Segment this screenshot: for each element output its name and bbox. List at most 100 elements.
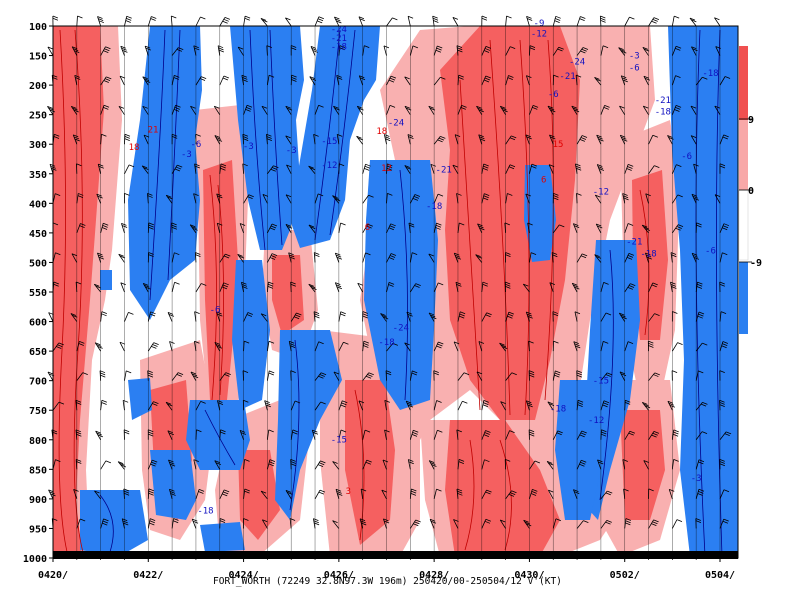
wind-barb bbox=[695, 518, 702, 529]
wind-barb bbox=[76, 341, 85, 352]
wind-barb bbox=[142, 105, 149, 115]
contour-neg-11 bbox=[289, 339, 300, 511]
contour-pos-1 bbox=[58, 29, 69, 557]
contour-label: -18 bbox=[331, 43, 347, 53]
wind-barb bbox=[100, 133, 107, 145]
wind-barb bbox=[624, 164, 634, 174]
contour-label: -6 bbox=[705, 247, 716, 257]
wind-barb bbox=[719, 223, 730, 234]
wind-barb bbox=[308, 283, 317, 293]
contour-label: -21 bbox=[436, 166, 452, 176]
wind-barb bbox=[642, 402, 651, 411]
wind-barb bbox=[167, 430, 174, 440]
wind-barb bbox=[529, 45, 536, 56]
chart-title: FORT_WORTH (72249 32.8N97.3W 196m) 25042… bbox=[213, 576, 562, 587]
wind-barb bbox=[219, 518, 226, 529]
wind-barb bbox=[648, 313, 660, 322]
wind-barb bbox=[100, 311, 107, 322]
wind-barb bbox=[219, 429, 226, 440]
contour-neg-12 bbox=[99, 494, 114, 553]
contour-label: -3 bbox=[243, 142, 254, 152]
wind-barb bbox=[695, 76, 708, 86]
wind-barb bbox=[695, 488, 705, 499]
wind-barb bbox=[624, 341, 634, 352]
wind-barb bbox=[433, 76, 446, 86]
contour-pos-3 bbox=[209, 174, 217, 401]
wind-barb bbox=[76, 163, 82, 174]
wind-barb bbox=[624, 16, 635, 27]
contour-pos-7 bbox=[519, 39, 530, 416]
wind-barb bbox=[642, 46, 650, 56]
wind-barb bbox=[214, 135, 223, 145]
wind-barb bbox=[336, 133, 343, 145]
wind-barb bbox=[358, 75, 366, 86]
wind-barb bbox=[691, 252, 700, 263]
field-neg-o bbox=[200, 522, 245, 552]
wind-barb bbox=[457, 74, 464, 86]
wind-barb bbox=[499, 342, 508, 352]
wind-barb bbox=[195, 16, 206, 27]
wind-barb bbox=[288, 252, 295, 263]
wind-barb bbox=[452, 164, 459, 174]
wind-barb bbox=[99, 370, 106, 381]
wind-barb bbox=[643, 460, 649, 470]
colorbar: 9 0 -9 bbox=[738, 46, 762, 334]
wind-barb bbox=[573, 341, 581, 352]
wind-barb bbox=[360, 488, 367, 499]
wind-barb bbox=[123, 429, 130, 440]
wind-barb bbox=[383, 45, 390, 56]
wind-barb bbox=[97, 16, 105, 27]
contour-label: -6 bbox=[548, 90, 559, 100]
wind-barb bbox=[404, 105, 412, 115]
wind-barb bbox=[266, 133, 273, 145]
wind-barb bbox=[358, 400, 365, 411]
wind-barb bbox=[695, 370, 704, 381]
wind-barb bbox=[290, 370, 296, 381]
wind-barb bbox=[121, 222, 128, 234]
wind-barb bbox=[719, 311, 727, 322]
contour-neg-1 bbox=[149, 29, 166, 301]
wind-barb bbox=[573, 489, 580, 500]
contour-label: -18 bbox=[197, 507, 213, 517]
contour-neg-9 bbox=[716, 29, 723, 557]
wind-barb bbox=[719, 281, 725, 293]
wind-barb bbox=[214, 342, 223, 352]
wind-barb bbox=[216, 193, 223, 204]
y-axis: 100 150 200 250 300 350 400 450 500 550 600 650 700 7… bbox=[23, 22, 53, 565]
wind-barb bbox=[528, 340, 534, 352]
wind-barb bbox=[624, 283, 636, 293]
wind-barb bbox=[76, 518, 86, 529]
contour-label: 6 bbox=[541, 176, 546, 186]
wind-barb bbox=[624, 399, 631, 411]
wind-barb bbox=[504, 458, 511, 470]
wind-barb bbox=[121, 518, 129, 529]
wind-barb bbox=[142, 283, 151, 293]
wind-barb bbox=[505, 193, 513, 204]
wind-barb bbox=[406, 311, 413, 322]
wind-barb bbox=[147, 222, 154, 233]
wind-barb bbox=[624, 223, 634, 234]
wind-barb bbox=[120, 282, 126, 293]
wind-barb bbox=[576, 47, 589, 56]
y-tick-label-150: 150 bbox=[29, 52, 47, 63]
wind-barb bbox=[671, 164, 682, 174]
wind-barb bbox=[529, 460, 541, 470]
wind-barb bbox=[719, 134, 729, 145]
wind-barb bbox=[409, 252, 418, 263]
y-tick-label-200: 200 bbox=[29, 81, 47, 92]
contour-label: -24 bbox=[331, 25, 347, 35]
wind-barb bbox=[477, 223, 485, 234]
wind-barb bbox=[671, 370, 678, 381]
wind-barb bbox=[433, 282, 444, 293]
wind-barb bbox=[70, 313, 78, 322]
wind-barb bbox=[171, 372, 184, 381]
field-neg-c bbox=[290, 26, 380, 248]
wind-barb bbox=[404, 165, 412, 174]
field-neg-e bbox=[524, 165, 556, 262]
wind-barb bbox=[219, 372, 231, 381]
wind-barb bbox=[290, 429, 298, 440]
wind-barb bbox=[94, 342, 103, 352]
wind-barb bbox=[500, 401, 506, 411]
x-tick-label-1: 0422/ bbox=[133, 570, 163, 581]
wind-barb bbox=[195, 429, 202, 440]
